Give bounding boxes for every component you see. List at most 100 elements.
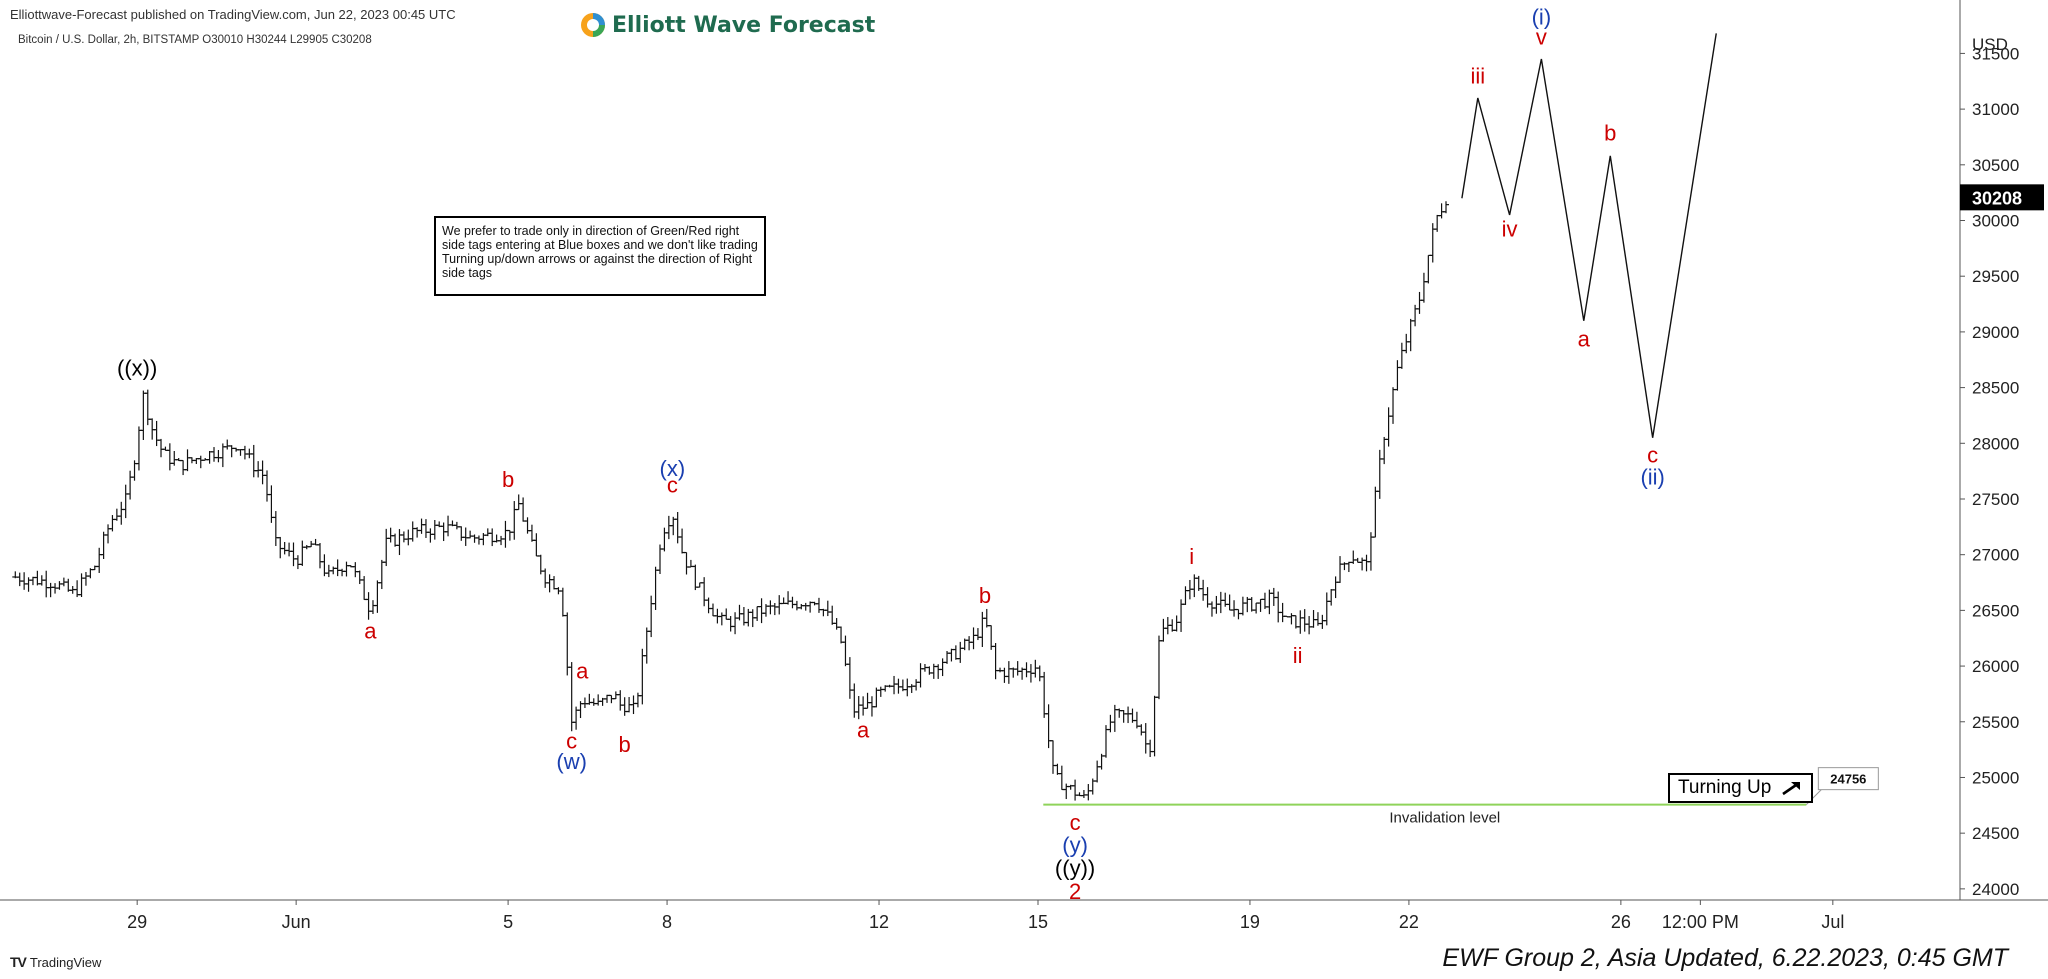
ohlc-bar (316, 542, 323, 569)
ohlc-bar (127, 470, 134, 500)
ohlc-bar (617, 690, 624, 711)
ohlc-bar (135, 426, 142, 471)
ohlc-bar (153, 420, 160, 447)
ohlc-bar (489, 528, 496, 547)
ohlc-bar (475, 535, 482, 545)
ohlc-bar (754, 605, 761, 621)
y-tick-label: 25000 (1972, 768, 2019, 787)
wave-label: 2 (1069, 879, 1081, 904)
ohlc-bar (1416, 291, 1423, 314)
ohlc-bar (237, 449, 244, 456)
ohlc-bar (1359, 557, 1366, 571)
ohlc-bar (1107, 714, 1114, 733)
ohlc-bar (815, 597, 822, 613)
ohlc-bar (409, 521, 416, 542)
ohlc-bar (100, 531, 107, 560)
ohlc-bar (1438, 203, 1445, 219)
ohlc-bar (255, 461, 262, 478)
ohlc-bar (180, 459, 187, 476)
ohlc-bar (665, 515, 672, 540)
wave-label: ((x)) (117, 356, 157, 381)
ohlc-bar (16, 572, 23, 587)
ohlc-bar (224, 439, 231, 450)
ohlc-bar (559, 587, 566, 617)
trading-note: We prefer to trade only in direction of … (434, 216, 766, 296)
y-tick-label: 24500 (1972, 824, 2019, 843)
ohlc-bar (1443, 201, 1450, 214)
invalidation-line: Invalidation level 24756 (1043, 767, 1879, 827)
ohlc-bar (979, 611, 986, 647)
ohlc-bar (140, 390, 147, 440)
ohlc-bar (798, 603, 805, 610)
ohlc-bar (334, 559, 341, 577)
ohlc-bar (1288, 613, 1295, 625)
ohlc-bar (1310, 610, 1317, 628)
ohlc-bar (1420, 272, 1427, 303)
ohlc-bar (1412, 304, 1419, 327)
price-axis[interactable]: USD 24000 24500 25000 25500 26000 26500 27000 27… (1959, 0, 2044, 900)
ohlc-bar (272, 511, 279, 547)
ohlc-bar (374, 580, 381, 613)
ohlc-bar (683, 551, 690, 575)
y-tick-label: 25500 (1972, 713, 2019, 732)
ohlc-bar (383, 528, 390, 567)
ohlc-bar (939, 658, 946, 677)
wave-label: c (1070, 810, 1081, 835)
ohlc-bar (82, 572, 89, 586)
ohlc-bar (361, 576, 368, 601)
wave-label: c (1647, 442, 1658, 467)
wave-label: iv (1502, 216, 1518, 241)
ohlc-bar (528, 524, 535, 542)
ohlc-bar (1208, 601, 1215, 617)
x-tick-label: 8 (662, 912, 672, 932)
publisher-line: Elliottwave-Forecast published on Tradin… (10, 7, 456, 22)
ohlc-bar (1125, 706, 1132, 724)
ohlc-bar (745, 608, 752, 627)
ohlc-bar (1279, 602, 1286, 623)
ohlc-bar (502, 520, 509, 548)
ohlc-bar (211, 447, 218, 462)
ohlc-bar (484, 528, 491, 537)
ohlc-bar (498, 535, 505, 546)
ohlc-bar (608, 694, 615, 704)
ohlc-bar (1217, 591, 1224, 614)
ohlc-bar (515, 494, 522, 511)
ohlc-bar (471, 534, 478, 543)
ohlc-bar (586, 693, 593, 705)
ohlc-bar (833, 618, 840, 630)
ohlc-bar (1058, 765, 1065, 791)
ohlc-bar (983, 608, 990, 628)
ohlc-bar (895, 678, 902, 694)
ohlc-bar (259, 460, 266, 485)
ohlc-bar (1085, 784, 1092, 801)
ohlc-bar (109, 515, 116, 532)
ohlc-bar (1363, 554, 1370, 572)
wave-label: ((y)) (1055, 856, 1095, 881)
last-price-label: 30208 (1972, 188, 2022, 208)
ohlc-bar (1072, 779, 1079, 801)
y-tick-label: 26500 (1972, 601, 2019, 620)
ohlc-bar (966, 636, 973, 651)
ohlc-bar (431, 520, 438, 540)
ohlc-bar (1253, 602, 1260, 614)
x-tick-label: 22 (1399, 912, 1419, 932)
time-axis[interactable]: 29 Jun 5 8 12 15 19 22 26 12:00 PM Jul (0, 899, 2048, 932)
ohlc-bar (904, 678, 911, 697)
ohlc-bar (639, 648, 646, 705)
ohlc-bar (767, 600, 774, 615)
last-price-tag (1960, 184, 2044, 211)
ohlc-bar (520, 497, 527, 522)
wave-label: ii (1293, 643, 1303, 668)
ohlc-bar (462, 527, 469, 546)
symbol-info: Bitcoin / U.S. Dollar, 2h, BITSTAMP O300… (18, 34, 372, 46)
ohlc-bar (330, 566, 337, 575)
ohlc-bar (467, 530, 474, 539)
ohlc-bar (1381, 436, 1388, 465)
tradingview-logo[interactable]: TV TradingView (10, 954, 101, 970)
x-tick-label: 12:00 PM (1662, 912, 1739, 932)
wave-label: a (1578, 327, 1591, 352)
ohlc-bar (581, 697, 588, 709)
ohlc-bar (732, 612, 739, 635)
wave-label: (x) (660, 456, 686, 481)
